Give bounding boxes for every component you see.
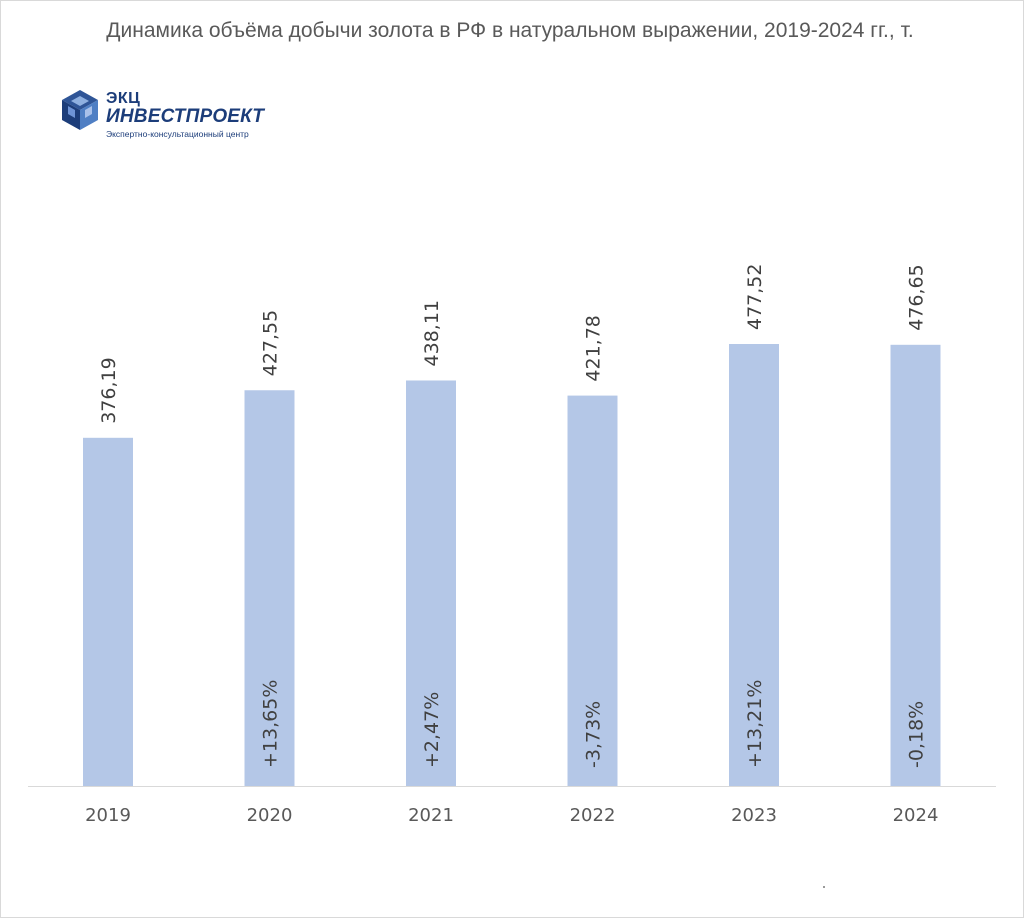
logo-text-top: ЭКЦ <box>106 90 141 107</box>
x-tick-label: 2024 <box>893 805 939 826</box>
bar <box>729 344 779 786</box>
x-tick-label: 2022 <box>570 805 616 826</box>
bar-value-label: 438,11 <box>421 300 443 366</box>
bar-growth-label: -3,73% <box>583 701 605 768</box>
stray-dot <box>823 886 825 888</box>
bar-value-label: 477,52 <box>744 264 766 330</box>
bar <box>567 395 618 786</box>
bar-value-label: 427,55 <box>260 310 282 376</box>
x-tick-label: 2023 <box>731 805 777 826</box>
bar-growth-label: +13,21% <box>744 680 766 768</box>
bar <box>890 344 941 786</box>
chart-title: Динамика объёма добычи золота в РФ в нат… <box>106 19 914 42</box>
logo-text-tagline: Экспертно-консультационный центр <box>106 129 249 139</box>
bar-growth-label: -0,18% <box>906 701 928 768</box>
bar-growth-label: +2,47% <box>421 692 443 768</box>
bar-value-label: 421,78 <box>583 315 605 381</box>
company-logo: ЭКЦ ИНВЕСТПРОЕКТ Экспертно-консультацион… <box>60 88 300 144</box>
bar-value-label: 376,19 <box>98 357 120 423</box>
bar <box>244 390 295 786</box>
bar-value-label: 476,65 <box>906 264 928 330</box>
logo-text-name: ИНВЕСТПРОЕКТ <box>106 106 265 127</box>
x-tick-label: 2020 <box>247 805 293 826</box>
bar <box>406 380 456 786</box>
bar-growth-label: +13,65% <box>260 680 282 768</box>
x-tick-label: 2021 <box>408 805 454 826</box>
bar <box>83 437 133 786</box>
x-tick-label: 2019 <box>85 805 131 826</box>
cube-logo-icon <box>62 90 98 130</box>
